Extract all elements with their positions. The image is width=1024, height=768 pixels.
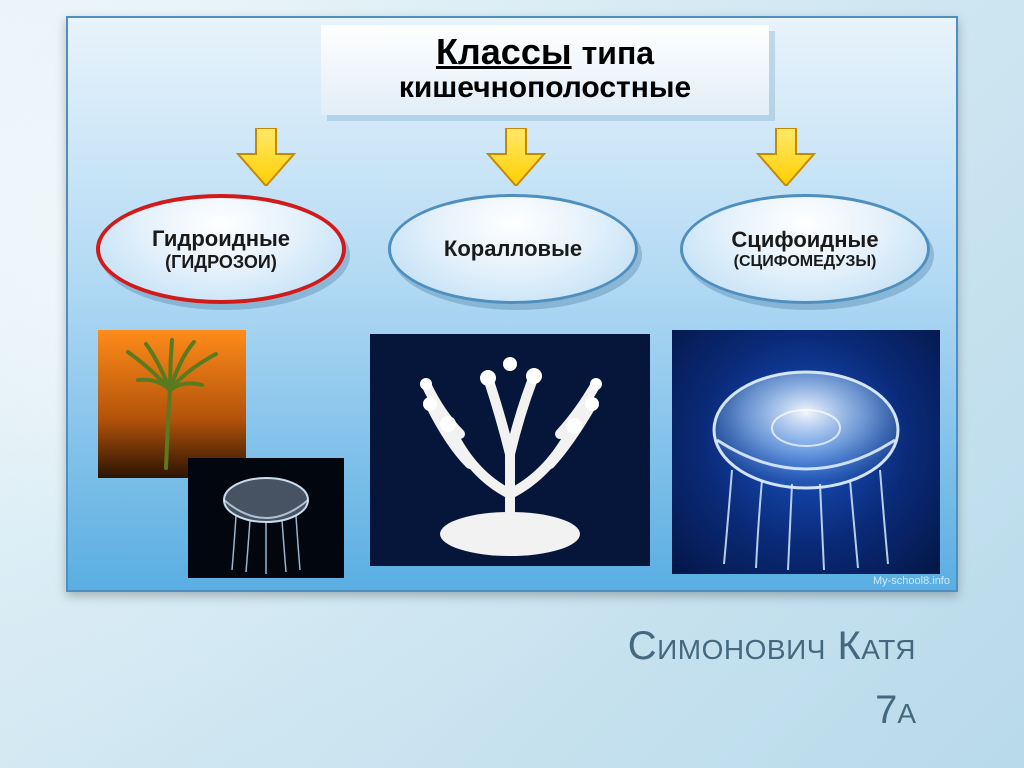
image-coral xyxy=(370,334,650,566)
diagram-panel: Классы типа кишечнополостные Гидроидные … xyxy=(66,16,958,592)
arrow-to-hydroid xyxy=(236,128,296,186)
image-hydroid-jelly xyxy=(188,458,344,578)
credit-text: My-school8.info xyxy=(873,575,950,587)
title-word1: Классы xyxy=(436,31,572,72)
class-node-scyphoid: Сцифоидные (СЦИФОМЕДУЗЫ) xyxy=(680,194,930,304)
class-label: Гидроидные xyxy=(152,226,290,252)
class-node-hydroid: Гидроидные (ГИДРОЗОИ) xyxy=(96,194,346,304)
title-line1: Классы типа xyxy=(321,31,769,73)
image-scyphoid-jelly xyxy=(672,330,940,574)
class-node-coral: Коралловые xyxy=(388,194,638,304)
arrow-to-scyphoid xyxy=(756,128,816,186)
class-sub: (ГИДРОЗОИ) xyxy=(165,252,277,273)
class-label: Сцифоидные xyxy=(731,227,878,253)
image-hydra xyxy=(98,330,246,478)
class-label: Коралловые xyxy=(444,236,582,262)
arrow-to-coral xyxy=(486,128,546,186)
author-name: Симонович Катя xyxy=(628,624,916,669)
class-sub: (СЦИФОМЕДУЗЫ) xyxy=(734,253,877,271)
title-line2: кишечнополостные xyxy=(321,71,769,105)
title-word2: типа xyxy=(582,35,654,71)
title-box: Классы типа кишечнополостные xyxy=(321,25,769,115)
author-class: 7а xyxy=(875,688,916,733)
